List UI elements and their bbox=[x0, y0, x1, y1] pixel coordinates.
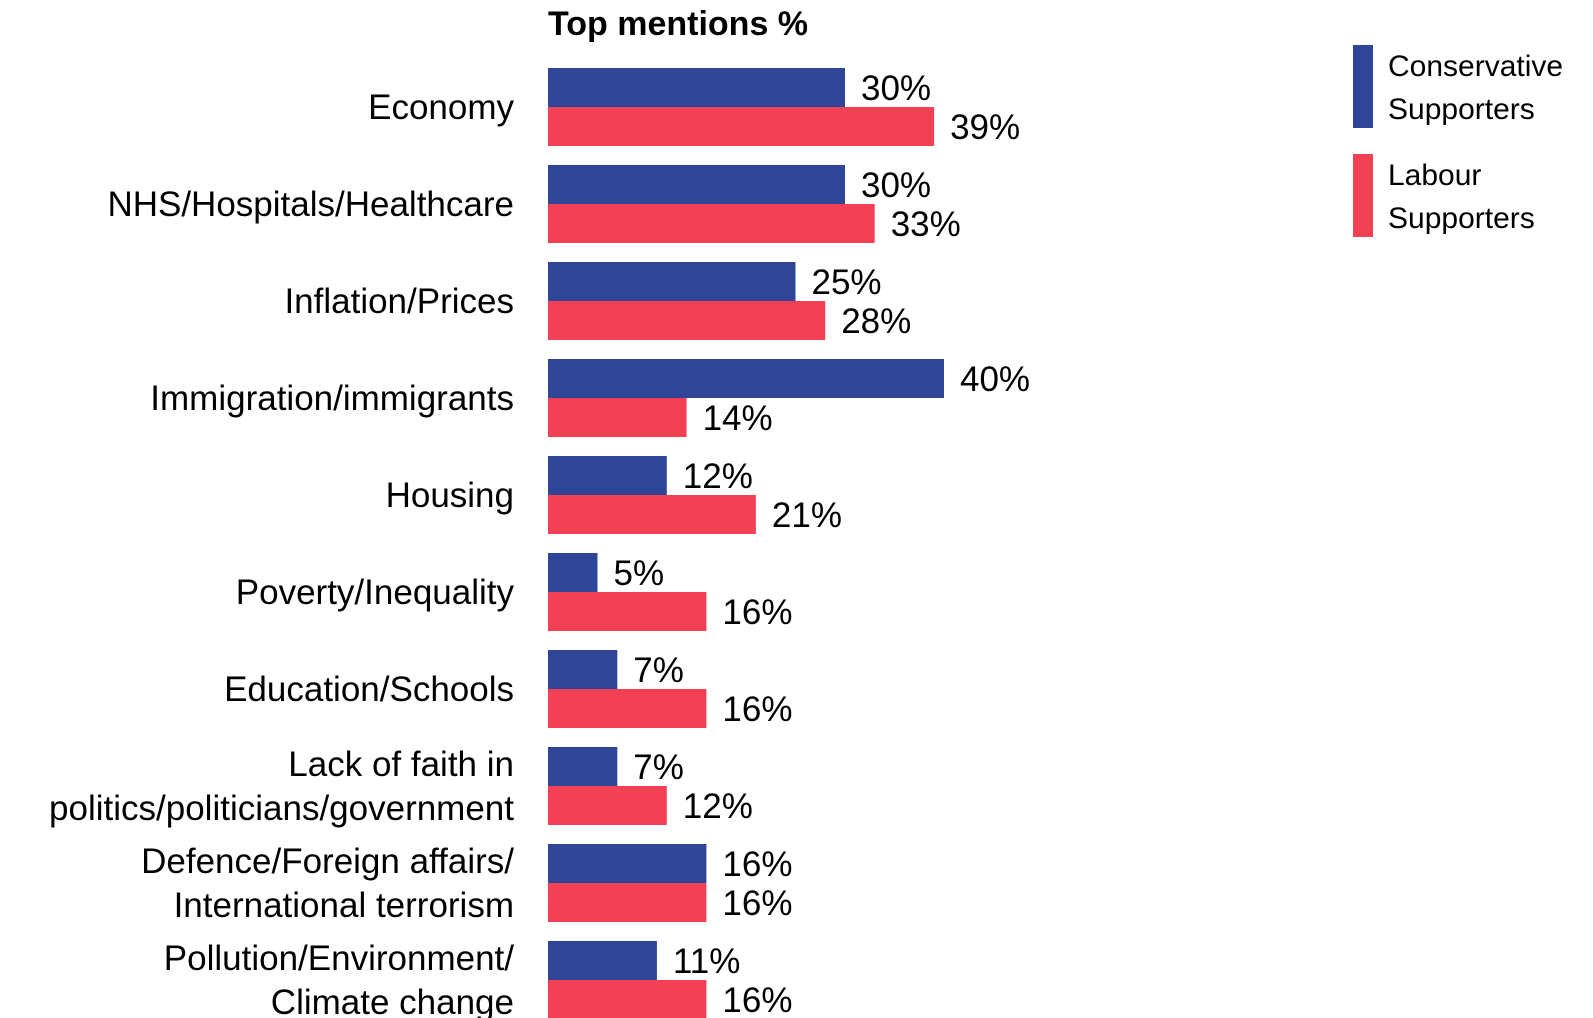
bar-labour-5 bbox=[548, 592, 706, 631]
legend-label-labour-line-0: Labour bbox=[1388, 159, 1481, 192]
value-label-conservative-9: 11% bbox=[673, 942, 740, 981]
bar-conservative-0 bbox=[548, 68, 845, 107]
value-label-labour-7: 12% bbox=[683, 787, 753, 826]
bar-labour-6 bbox=[548, 689, 706, 728]
bar-labour-2 bbox=[548, 301, 825, 340]
value-label-labour-2: 28% bbox=[841, 302, 911, 341]
value-label-conservative-7: 7% bbox=[633, 748, 684, 787]
category-label-8-line-1: International terrorism bbox=[174, 886, 514, 925]
bar-conservative-9 bbox=[548, 941, 657, 980]
legend-swatch-conservative bbox=[1353, 45, 1373, 128]
bar-conservative-3 bbox=[548, 359, 944, 398]
bar-labour-3 bbox=[548, 398, 687, 437]
category-label-7-line-0: Lack of faith in bbox=[288, 745, 514, 784]
legend-label-conservative-line-0: Conservative bbox=[1388, 50, 1563, 83]
bar-conservative-1 bbox=[548, 165, 845, 204]
category-label-1: NHS/Hospitals/Healthcare bbox=[107, 185, 514, 224]
value-label-labour-4: 21% bbox=[772, 496, 842, 535]
legend: Conservative Supporters Labour Supporters bbox=[1353, 45, 1563, 237]
category-label-5: Poverty/Inequality bbox=[236, 573, 515, 612]
bar-conservative-4 bbox=[548, 456, 667, 495]
value-label-labour-9: 16% bbox=[722, 981, 792, 1018]
value-label-labour-5: 16% bbox=[722, 593, 792, 632]
value-label-conservative-1: 30% bbox=[861, 166, 931, 205]
category-label-7-line-1: politics/politicians/government bbox=[49, 789, 514, 828]
legend-swatch-labour bbox=[1353, 154, 1373, 237]
category-label-6: Education/Schools bbox=[224, 670, 514, 709]
bar-conservative-8 bbox=[548, 844, 706, 883]
value-label-conservative-3: 40% bbox=[960, 360, 1030, 399]
category-label-3: Immigration/immigrants bbox=[150, 379, 514, 418]
value-label-conservative-4: 12% bbox=[683, 457, 753, 496]
bar-conservative-5 bbox=[548, 553, 598, 592]
category-label-4: Housing bbox=[386, 476, 514, 515]
bar-conservative-2 bbox=[548, 262, 796, 301]
value-label-conservative-5: 5% bbox=[614, 554, 665, 593]
bar-labour-9 bbox=[548, 980, 706, 1018]
bar-labour-0 bbox=[548, 107, 934, 146]
category-label-2: Inflation/Prices bbox=[284, 282, 514, 321]
category-label-0: Economy bbox=[368, 88, 514, 127]
value-label-labour-6: 16% bbox=[722, 690, 792, 729]
bar-labour-7 bbox=[548, 786, 667, 825]
value-label-labour-1: 33% bbox=[891, 205, 961, 244]
category-labels: Economy NHS/Hospitals/Healthcare Inflation… bbox=[49, 88, 514, 1018]
value-label-labour-3: 14% bbox=[703, 399, 773, 438]
category-label-8-line-0: Defence/Foreign affairs/ bbox=[141, 842, 514, 881]
bar-conservative-6 bbox=[548, 650, 617, 689]
bar-labour-1 bbox=[548, 204, 875, 243]
chart-title: Top mentions % bbox=[548, 5, 808, 43]
value-label-conservative-2: 25% bbox=[812, 263, 882, 302]
bar-labour-8 bbox=[548, 883, 706, 922]
category-label-9-line-1: Climate change bbox=[271, 983, 514, 1018]
category-label-9-line-0: Pollution/Environment/ bbox=[164, 939, 514, 978]
bar-labour-4 bbox=[548, 495, 756, 534]
legend-label-labour-line-1: Supporters bbox=[1388, 202, 1535, 235]
value-label-labour-8: 16% bbox=[722, 884, 792, 923]
value-label-labour-0: 39% bbox=[950, 108, 1020, 147]
value-label-conservative-8: 16% bbox=[722, 845, 792, 884]
legend-label-conservative-line-1: Supporters bbox=[1388, 93, 1535, 126]
value-label-conservative-6: 7% bbox=[633, 651, 684, 690]
value-label-conservative-0: 30% bbox=[861, 69, 931, 108]
bar-conservative-7 bbox=[548, 747, 617, 786]
